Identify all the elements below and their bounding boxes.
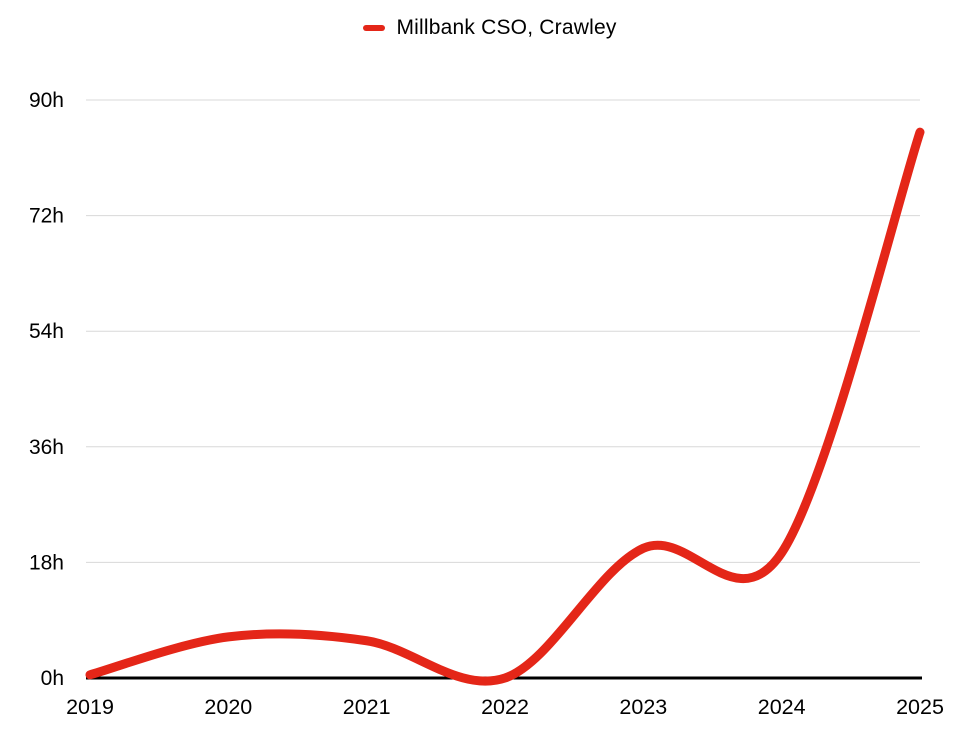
y-axis-tick-label: 0h [41, 667, 64, 690]
y-axis-tick-label: 90h [29, 89, 64, 112]
series-line-millbank-cso-crawley [85, 127, 925, 686]
y-axis-tick-label: 18h [29, 551, 64, 574]
y-axis-tick-label: 54h [29, 320, 64, 343]
x-axis-tick-label: 2020 [204, 695, 252, 719]
legend-label: Millbank CSO, Crawley [396, 16, 617, 39]
chart-legend: Millbank CSO, Crawley [0, 16, 980, 40]
y-axis-tick-label: 36h [29, 436, 64, 459]
x-axis-tick-label: 2025 [896, 695, 944, 719]
x-axis-tick-label: 2022 [481, 695, 529, 719]
x-axis-tick-label: 2023 [619, 695, 667, 719]
y-axis-tick-label: 72h [29, 205, 64, 228]
x-axis-tick-label: 2019 [66, 695, 114, 719]
x-axis-tick-label: 2024 [758, 695, 806, 719]
x-axis-tick-label: 2021 [343, 695, 391, 719]
legend-line-swatch [363, 25, 386, 31]
